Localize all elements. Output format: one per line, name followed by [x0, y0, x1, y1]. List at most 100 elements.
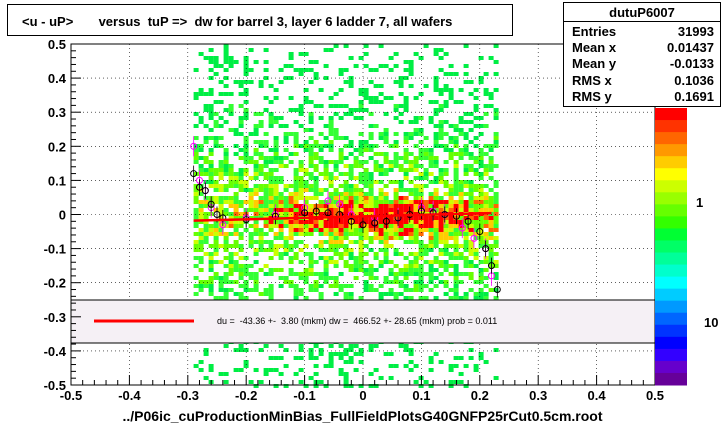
heat-cell — [283, 240, 289, 244]
heat-cell — [303, 384, 309, 388]
heat-cell — [493, 164, 499, 168]
heat-cell — [348, 196, 354, 200]
heat-cell — [243, 88, 249, 92]
heat-cell — [233, 348, 239, 352]
heat-cell — [358, 256, 364, 260]
heat-cell — [363, 160, 369, 164]
palette-swatch — [655, 132, 687, 145]
heat-cell — [238, 188, 244, 192]
heat-cell — [483, 164, 489, 168]
heat-cell — [428, 240, 434, 244]
heat-cell — [248, 224, 254, 228]
heat-cell — [443, 236, 449, 240]
heat-cell — [318, 244, 324, 248]
heat-cell — [473, 156, 479, 160]
heat-cell — [233, 200, 239, 204]
heat-cell — [388, 352, 394, 356]
heat-cell — [393, 264, 399, 268]
heat-cell — [348, 296, 354, 300]
heat-cell — [388, 292, 394, 296]
heat-cell — [273, 236, 279, 240]
heat-cell — [243, 144, 249, 148]
heat-cell — [218, 232, 224, 236]
heat-cell — [293, 168, 299, 172]
heat-cell — [458, 180, 464, 184]
heat-cell — [433, 100, 439, 104]
heat-cell — [288, 236, 294, 240]
heat-cell — [238, 176, 244, 180]
heat-cell — [263, 344, 269, 348]
heat-cell — [308, 220, 314, 224]
y-tick-label: -0.4 — [44, 344, 67, 359]
heat-cell — [318, 188, 324, 192]
heat-cell — [458, 228, 464, 232]
heat-cell — [413, 284, 419, 288]
heat-cell — [423, 208, 429, 212]
heat-cell — [418, 384, 424, 388]
heat-cell — [343, 112, 349, 116]
heat-cell — [353, 264, 359, 268]
heat-cell — [193, 148, 199, 152]
heat-cell — [368, 136, 374, 140]
heat-cell — [278, 208, 284, 212]
heat-cell — [203, 140, 209, 144]
heat-cell — [283, 212, 289, 216]
heat-cell — [323, 384, 329, 388]
heat-cell — [363, 52, 369, 56]
heat-cell — [353, 196, 359, 200]
heat-cell — [228, 268, 234, 272]
heat-cell — [323, 232, 329, 236]
heat-cell — [238, 204, 244, 208]
heat-cell — [378, 92, 384, 96]
heat-cell — [403, 348, 409, 352]
heat-cell — [323, 164, 329, 168]
heat-cell — [238, 180, 244, 184]
heat-cell — [368, 288, 374, 292]
heat-cell — [333, 208, 339, 212]
heat-cell — [478, 80, 484, 84]
heat-cell — [253, 140, 259, 144]
heat-cell — [313, 72, 319, 76]
heat-cell — [378, 376, 384, 380]
heat-cell — [423, 152, 429, 156]
heat-cell — [443, 252, 449, 256]
heat-cell — [443, 88, 449, 92]
heat-cell — [373, 212, 379, 216]
heat-cell — [323, 64, 329, 68]
heat-cell — [403, 68, 409, 72]
heat-cell — [438, 264, 444, 268]
heat-cell — [453, 248, 459, 252]
heat-cell — [453, 128, 459, 132]
heat-cell — [218, 80, 224, 84]
palette-swatch — [655, 240, 687, 254]
heat-cell — [408, 228, 414, 232]
heat-cell — [453, 204, 459, 208]
heat-cell — [388, 228, 394, 232]
heat-cell — [338, 196, 344, 200]
heat-cell — [478, 124, 484, 128]
heat-cell — [268, 292, 274, 296]
heat-cell — [208, 232, 214, 236]
heat-cell — [243, 108, 249, 112]
heat-cell — [488, 248, 494, 252]
heat-cell — [483, 360, 489, 364]
heat-cell — [438, 124, 444, 128]
heat-cell — [493, 260, 499, 264]
heat-cell — [463, 232, 469, 236]
heat-cell — [213, 252, 219, 256]
heat-cell — [493, 212, 499, 216]
heat-cell — [208, 368, 214, 372]
heat-cell — [223, 160, 229, 164]
heat-cell — [258, 292, 264, 296]
heat-cell — [353, 344, 359, 348]
heat-cell — [223, 276, 229, 280]
heat-cell — [328, 204, 334, 208]
heat-cell — [453, 236, 459, 240]
x-tick-label: 0.1 — [412, 388, 430, 403]
heat-cell — [458, 128, 464, 132]
heat-cell — [393, 276, 399, 280]
heat-cell — [318, 240, 324, 244]
heat-cell — [408, 192, 414, 196]
heat-cell — [253, 288, 259, 292]
heat-cell — [263, 232, 269, 236]
